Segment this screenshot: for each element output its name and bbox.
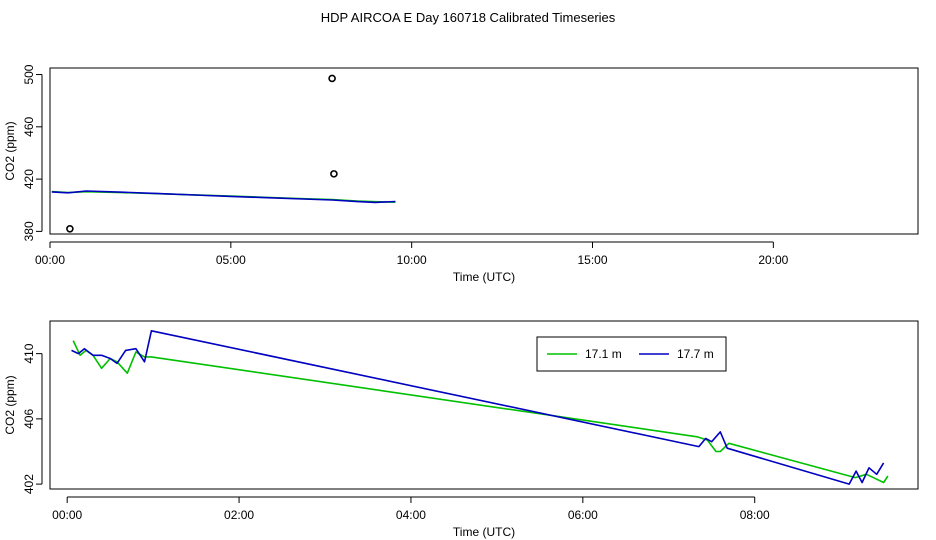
y-tick-label: 402 xyxy=(22,474,36,494)
x-tick-label: 05:00 xyxy=(216,253,246,267)
outlier-point xyxy=(328,74,336,83)
x-tick-label: 10:00 xyxy=(397,253,427,267)
legend-label-1: 17.1 m xyxy=(585,347,622,361)
y-tick-label: 410 xyxy=(22,343,36,363)
outlier-point xyxy=(66,224,74,233)
y-tick-label: 460 xyxy=(22,116,36,136)
y-tick-label: 500 xyxy=(22,64,36,84)
y-tick-label: 406 xyxy=(22,409,36,429)
x-tick-label: 20:00 xyxy=(758,253,788,267)
y-tick-label: 380 xyxy=(22,221,36,241)
x-tick-label: 08:00 xyxy=(740,508,770,522)
x-tick-label: 15:00 xyxy=(577,253,607,267)
x-tick-label: 00:00 xyxy=(35,253,65,267)
series-line-2 xyxy=(71,329,885,485)
plot-frame xyxy=(49,67,919,235)
x-tick-label: 02:00 xyxy=(224,508,254,522)
y-axis-label: CO2 (ppm) xyxy=(3,375,17,434)
series-line-1 xyxy=(72,340,889,484)
x-axis-label: Time (UTC) xyxy=(453,270,515,284)
outlier-point xyxy=(330,170,338,178)
legend: 17.1 m 17.7 m xyxy=(536,336,727,372)
series-line-2 xyxy=(51,190,396,204)
x-tick-label: 06:00 xyxy=(568,508,598,522)
chart-panel-2: 00:00 02:00 04:00 06:00 08:00 Time (UTC) 402 40… xyxy=(3,320,919,539)
x-axis-label: Time (UTC) xyxy=(453,525,515,539)
x-tick-label: 00:00 xyxy=(52,508,82,522)
y-tick-label: 420 xyxy=(22,169,36,189)
chart-panel-1: 00:00 05:00 10:00 15:00 20:00 Time (UTC) 380 42… xyxy=(3,64,919,284)
y-axis-label: CO2 (ppm) xyxy=(3,121,17,180)
figure-title: HDP AIRCOA E Day 160718 Calibrated Times… xyxy=(321,10,616,25)
legend-label-2: 17.7 m xyxy=(677,347,714,361)
x-tick-label: 04:00 xyxy=(396,508,426,522)
plot-frame xyxy=(49,320,919,490)
